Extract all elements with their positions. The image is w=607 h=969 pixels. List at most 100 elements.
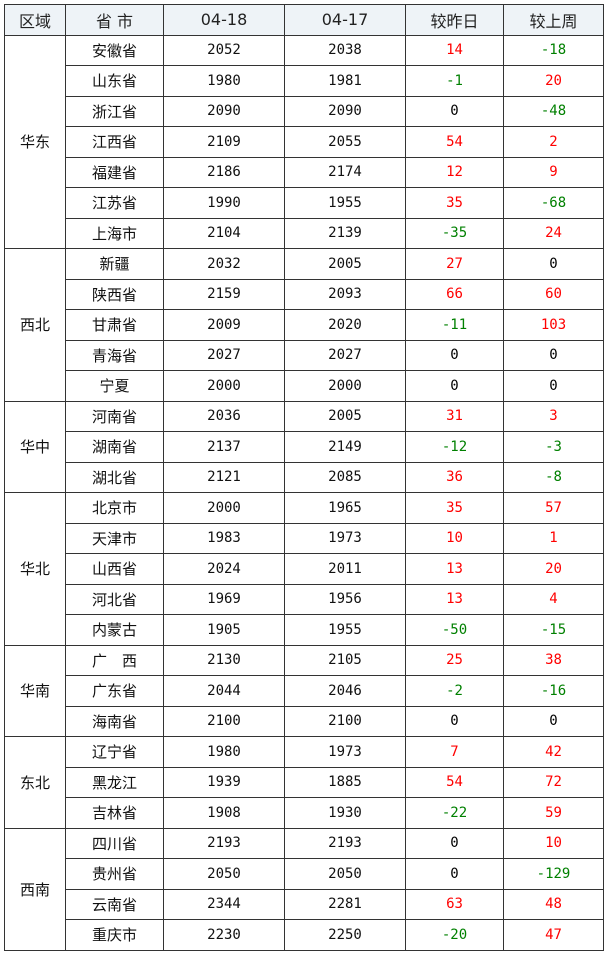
price-previous-cell: 1981 bbox=[284, 65, 406, 97]
price-current-cell: 2044 bbox=[163, 675, 285, 707]
region-cell: 西南 bbox=[4, 827, 66, 951]
day-change-cell: -11 bbox=[405, 309, 504, 341]
province-cell: 北京市 bbox=[65, 492, 164, 524]
day-change-cell: -2 bbox=[405, 675, 504, 707]
province-cell: 贵州省 bbox=[65, 858, 164, 890]
price-previous-cell: 2093 bbox=[284, 278, 406, 310]
table-row: 青海省 2027 2027 0 0 bbox=[5, 339, 604, 371]
table-row: 西北 新疆 2032 2005 27 0 bbox=[4, 248, 604, 402]
week-change-cell: 10 bbox=[503, 827, 604, 859]
table-row: 海南省 2100 2100 0 0 bbox=[5, 705, 604, 737]
table-row: 华中 河南省 2036 2005 31 3 bbox=[4, 400, 604, 493]
table-row: 内蒙古 1905 1955 -50 -15 bbox=[5, 614, 604, 646]
day-change-cell: 13 bbox=[405, 553, 504, 585]
price-previous-cell: 1965 bbox=[284, 492, 406, 524]
price-current-cell: 2186 bbox=[163, 156, 285, 188]
day-change-cell: 35 bbox=[405, 492, 504, 524]
province-cell: 江苏省 bbox=[65, 187, 164, 219]
price-current-cell: 2193 bbox=[163, 827, 285, 859]
week-change-cell: 103 bbox=[503, 309, 604, 341]
week-change-cell: 1 bbox=[503, 522, 604, 554]
price-previous-cell: 2193 bbox=[284, 827, 406, 859]
price-previous-cell: 2020 bbox=[284, 309, 406, 341]
day-change-cell: -35 bbox=[405, 217, 504, 249]
price-previous-cell: 2000 bbox=[284, 370, 406, 402]
region-cell: 西北 bbox=[4, 248, 66, 402]
price-current-cell: 1969 bbox=[163, 583, 285, 615]
province-cell: 上海市 bbox=[65, 217, 164, 249]
day-change-cell: 7 bbox=[405, 736, 504, 768]
header-date-previous: 04-17 bbox=[284, 4, 406, 36]
header-date-current: 04-18 bbox=[163, 4, 285, 36]
week-change-cell: 60 bbox=[503, 278, 604, 310]
province-cell: 山西省 bbox=[65, 553, 164, 585]
province-cell: 吉林省 bbox=[65, 797, 164, 829]
price-previous-cell: 2055 bbox=[284, 126, 406, 158]
province-cell: 海南省 bbox=[65, 705, 164, 737]
table-row: 上海市 2104 2139 -35 24 bbox=[5, 217, 604, 249]
price-current-cell: 2121 bbox=[163, 461, 285, 493]
table-row: 华北 北京市 2000 1965 35 57 bbox=[4, 492, 604, 646]
province-cell: 陕西省 bbox=[65, 278, 164, 310]
price-previous-cell: 2281 bbox=[284, 888, 406, 920]
week-change-cell: 4 bbox=[503, 583, 604, 615]
table-row: 湖南省 2137 2149 -12 -3 bbox=[5, 431, 604, 463]
province-cell: 广 西 bbox=[65, 644, 164, 676]
table-row: 吉林省 1908 1930 -22 59 bbox=[5, 797, 604, 829]
week-change-cell: -68 bbox=[503, 187, 604, 219]
price-current-cell: 1980 bbox=[163, 65, 285, 97]
day-change-cell: -12 bbox=[405, 431, 504, 463]
day-change-cell: 14 bbox=[405, 34, 504, 66]
province-cell: 云南省 bbox=[65, 888, 164, 920]
province-cell: 河南省 bbox=[65, 400, 164, 432]
price-previous-cell: 2038 bbox=[284, 34, 406, 66]
header-row: 区域 省 市 04-18 04-17 较昨日 较上周 bbox=[4, 4, 604, 36]
day-change-cell: 54 bbox=[405, 126, 504, 158]
table-row: 江苏省 1990 1955 35 -68 bbox=[5, 187, 604, 219]
day-change-cell: 0 bbox=[405, 827, 504, 859]
price-previous-cell: 2050 bbox=[284, 858, 406, 890]
day-change-cell: 27 bbox=[405, 248, 504, 280]
province-cell: 广东省 bbox=[65, 675, 164, 707]
day-change-cell: 0 bbox=[405, 370, 504, 402]
price-previous-cell: 1955 bbox=[284, 187, 406, 219]
province-cell: 浙江省 bbox=[65, 95, 164, 127]
province-cell: 黑龙江 bbox=[65, 766, 164, 798]
region-cell: 华中 bbox=[4, 400, 66, 493]
week-change-cell: 47 bbox=[503, 919, 604, 951]
price-current-cell: 2344 bbox=[163, 888, 285, 920]
price-current-cell: 2036 bbox=[163, 400, 285, 432]
week-change-cell: -8 bbox=[503, 461, 604, 493]
day-change-cell: -20 bbox=[405, 919, 504, 951]
price-current-cell: 1905 bbox=[163, 614, 285, 646]
price-previous-cell: 2005 bbox=[284, 248, 406, 280]
week-change-cell: 0 bbox=[503, 339, 604, 371]
region-cell: 东北 bbox=[4, 736, 66, 829]
price-current-cell: 2130 bbox=[163, 644, 285, 676]
price-current-cell: 1990 bbox=[163, 187, 285, 219]
table-row: 云南省 2344 2281 63 48 bbox=[5, 888, 604, 920]
province-cell: 福建省 bbox=[65, 156, 164, 188]
day-change-cell: -50 bbox=[405, 614, 504, 646]
day-change-cell: 54 bbox=[405, 766, 504, 798]
province-cell: 青海省 bbox=[65, 339, 164, 371]
day-change-cell: 12 bbox=[405, 156, 504, 188]
price-current-cell: 2032 bbox=[163, 248, 285, 280]
price-previous-cell: 1955 bbox=[284, 614, 406, 646]
price-previous-cell: 2046 bbox=[284, 675, 406, 707]
province-cell: 河北省 bbox=[65, 583, 164, 615]
week-change-cell: -16 bbox=[503, 675, 604, 707]
table-row: 宁夏 2000 2000 0 0 bbox=[5, 370, 604, 402]
week-change-cell: 20 bbox=[503, 65, 604, 97]
table-row: 广东省 2044 2046 -2 -16 bbox=[5, 675, 604, 707]
price-previous-cell: 1973 bbox=[284, 522, 406, 554]
province-cell: 甘肃省 bbox=[65, 309, 164, 341]
price-current-cell: 1983 bbox=[163, 522, 285, 554]
day-change-cell: 0 bbox=[405, 705, 504, 737]
province-cell: 湖南省 bbox=[65, 431, 164, 463]
day-change-cell: -1 bbox=[405, 65, 504, 97]
price-current-cell: 2027 bbox=[163, 339, 285, 371]
province-cell: 内蒙古 bbox=[65, 614, 164, 646]
day-change-cell: 25 bbox=[405, 644, 504, 676]
week-change-cell: 20 bbox=[503, 553, 604, 585]
